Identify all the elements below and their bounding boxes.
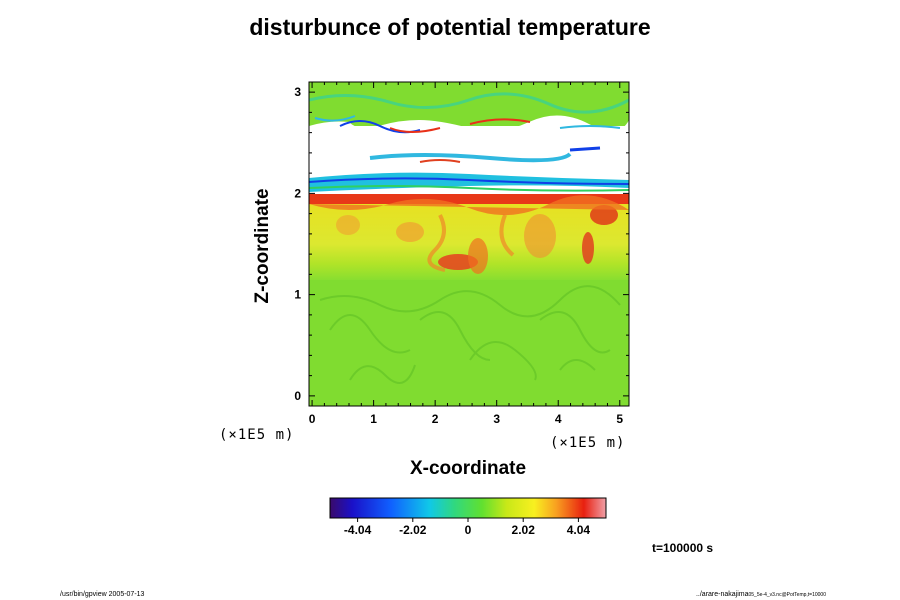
footer-right-main: ../arare-nakajima bbox=[695, 591, 749, 598]
x-tick-label: 1 bbox=[370, 412, 377, 426]
y-tick-label: 0 bbox=[294, 389, 301, 403]
colorbar-tick-label: 0 bbox=[465, 523, 472, 537]
footer-right: ../arare-nakajima05_5e-4_v3.nc@PotTemp,t… bbox=[696, 591, 826, 598]
colorbar-tick-label: 4.04 bbox=[567, 523, 591, 537]
x-tick-label: 0 bbox=[309, 412, 316, 426]
colorbar-tick-label: -2.02 bbox=[399, 523, 427, 537]
y-tick-label: 2 bbox=[294, 186, 301, 200]
footer-right-small: 05_5e-4_v3.nc@PotTemp,t=10000 bbox=[748, 592, 827, 598]
red-band bbox=[309, 194, 629, 204]
x-axis-label: X-coordinate bbox=[409, 458, 527, 479]
y-axis: 0 1 2 3 bbox=[294, 85, 629, 403]
x-tick-label: 4 bbox=[555, 412, 562, 426]
x-tick-label: 2 bbox=[432, 412, 439, 426]
x-tick-label: 3 bbox=[493, 412, 500, 426]
upper-filaments bbox=[314, 115, 621, 134]
layer-upper bbox=[309, 82, 629, 126]
x-unit-label: (×1E5 m) bbox=[550, 435, 626, 451]
plot-frame bbox=[308, 81, 630, 407]
y-tick-label: 3 bbox=[294, 85, 301, 99]
warm-plumes bbox=[336, 205, 618, 274]
y-axis-label: Z-coordinate bbox=[252, 188, 273, 304]
y-tick-label: 1 bbox=[294, 288, 301, 302]
x-axis: 0 1 2 3 4 5 bbox=[309, 82, 623, 426]
colorbar bbox=[329, 497, 607, 519]
heatmap-field bbox=[309, 82, 629, 406]
time-label: t=100000 s bbox=[652, 541, 714, 555]
colorbar-tick-label: -4.04 bbox=[344, 523, 372, 537]
x-tick-label: 5 bbox=[616, 412, 623, 426]
footer-left: /usr/bin/gpview 2005-07-13 bbox=[60, 591, 145, 598]
z-unit-label: (×1E5 m) bbox=[219, 427, 295, 443]
lower-swirls bbox=[319, 285, 621, 384]
chart-title: disturbunce of potential temperature bbox=[249, 14, 651, 40]
colorbar-ticks: -4.04 -2.02 0 2.02 4.04 bbox=[344, 518, 590, 537]
colorbar-tick-label: 2.02 bbox=[512, 523, 536, 537]
filaments bbox=[309, 146, 629, 192]
